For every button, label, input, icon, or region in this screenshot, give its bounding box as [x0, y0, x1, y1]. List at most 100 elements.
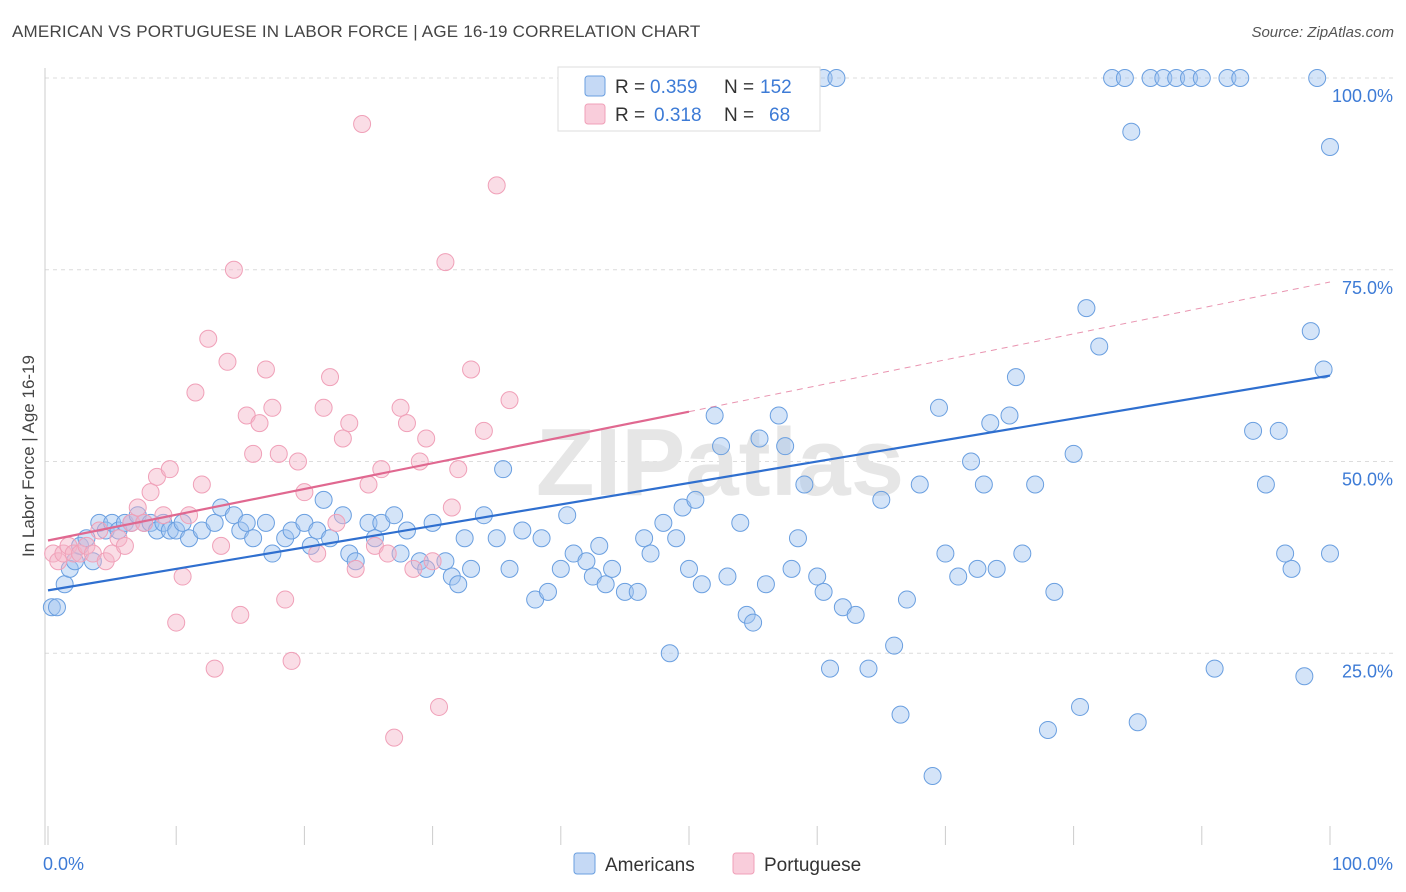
- data-point-portuguese: [173, 567, 192, 586]
- data-point-americans: [1122, 122, 1141, 141]
- data-point-americans: [551, 559, 570, 578]
- x-tick-label-max: 100.0%: [1332, 854, 1393, 874]
- legend-n-label-americans: N =: [724, 77, 754, 98]
- data-point-americans: [1179, 69, 1198, 87]
- data-point-portuguese: [391, 398, 410, 417]
- data-point-americans: [936, 544, 955, 563]
- data-point-americans: [1090, 337, 1109, 356]
- data-point-americans: [500, 559, 519, 578]
- data-point-americans: [885, 636, 904, 655]
- data-point-americans: [244, 529, 263, 548]
- chart-title: AMERICAN VS PORTUGUESE IN LABOR FORCE | …: [12, 22, 701, 41]
- data-point-portuguese: [378, 544, 397, 563]
- data-point-portuguese: [346, 559, 365, 578]
- data-point-americans: [359, 513, 378, 532]
- data-point-portuguese: [474, 421, 493, 440]
- data-point-portuguese: [449, 460, 468, 479]
- data-point-americans: [1154, 69, 1173, 87]
- data-point-americans: [680, 559, 698, 578]
- trend-line-americans: [47, 374, 1331, 592]
- data-point-portuguese: [250, 414, 269, 433]
- stats-legend: R = 0.359 N = 152 R = 0.318 N = 68: [557, 66, 821, 132]
- y-tick-label: 50.0%: [1342, 470, 1393, 490]
- data-point-americans: [968, 559, 987, 578]
- data-point-americans: [1141, 69, 1160, 87]
- data-point-portuguese: [385, 728, 404, 747]
- data-point-americans: [205, 513, 224, 532]
- data-point-americans: [462, 559, 481, 578]
- data-point-americans: [1045, 582, 1064, 601]
- data-point-americans: [712, 437, 731, 456]
- data-point-americans: [1282, 559, 1301, 578]
- data-point-portuguese: [115, 536, 134, 555]
- data-point-americans: [47, 598, 66, 617]
- data-point-americans: [1013, 544, 1032, 563]
- bottom-legend-label-portuguese: Portuguese: [764, 855, 861, 876]
- data-point-portuguese: [417, 429, 436, 448]
- data-point-americans: [827, 69, 846, 87]
- data-point-americans: [1295, 667, 1314, 686]
- legend-n-label-portuguese: N =: [724, 105, 754, 126]
- data-point-americans: [744, 613, 763, 632]
- data-point-americans: [1256, 475, 1275, 494]
- data-point-americans: [1192, 69, 1211, 87]
- data-point-americans: [1244, 421, 1263, 440]
- legend-r-value-portuguese: 0.318: [654, 105, 702, 126]
- data-point-portuguese: [186, 383, 205, 402]
- data-point-portuguese: [212, 536, 231, 555]
- source-label: Source: ZipAtlas.com: [1251, 24, 1394, 41]
- data-point-americans: [1314, 360, 1333, 379]
- data-point-americans: [635, 529, 654, 548]
- data-point-americans: [910, 475, 929, 494]
- data-point-americans: [1269, 421, 1288, 440]
- data-point-americans: [558, 506, 577, 525]
- data-point-americans: [1321, 544, 1339, 563]
- data-point-americans: [923, 766, 942, 785]
- data-point-portuguese: [128, 498, 147, 517]
- data-point-americans: [981, 414, 1000, 433]
- data-point-portuguese: [430, 697, 449, 716]
- y-tick-label: 100.0%: [1332, 86, 1393, 106]
- data-point-portuguese: [96, 552, 115, 571]
- data-point-americans: [449, 575, 468, 594]
- data-point-portuguese: [404, 559, 423, 578]
- data-point-portuguese: [442, 498, 461, 517]
- data-point-portuguese: [295, 483, 314, 502]
- data-point-portuguese: [263, 398, 282, 417]
- y-tick-label: 75.0%: [1342, 278, 1393, 298]
- data-point-americans: [769, 406, 788, 425]
- data-point-portuguese: [180, 506, 199, 525]
- data-point-americans: [1026, 475, 1045, 494]
- legend-n-value-americans: 152: [760, 77, 792, 98]
- data-point-portuguese: [256, 360, 275, 379]
- data-point-americans: [1115, 69, 1134, 87]
- data-point-americans: [667, 529, 686, 548]
- data-point-portuguese: [269, 444, 288, 463]
- data-point-portuguese: [314, 398, 333, 417]
- data-point-americans: [1308, 69, 1327, 87]
- data-point-americans: [929, 398, 948, 417]
- grid-lines: [45, 77, 1393, 654]
- data-point-americans: [641, 544, 660, 563]
- y-tick-labels: 25.0% 50.0% 75.0% 100.0%: [1332, 86, 1393, 681]
- legend-r-value-americans: 0.359: [650, 77, 698, 98]
- data-point-americans: [391, 544, 410, 563]
- data-point-americans: [692, 575, 711, 594]
- data-point-americans: [436, 552, 455, 571]
- data-point-americans: [90, 513, 109, 532]
- data-point-americans: [750, 429, 769, 448]
- data-point-americans: [423, 513, 442, 532]
- data-point-portuguese: [141, 483, 160, 502]
- data-point-americans: [276, 529, 295, 548]
- data-point-americans: [897, 590, 916, 609]
- data-point-americans: [455, 529, 474, 548]
- data-point-portuguese: [276, 590, 295, 609]
- data-point-portuguese: [160, 460, 179, 479]
- data-point-americans: [737, 605, 756, 624]
- data-point-americans: [788, 529, 807, 548]
- data-point-portuguese: [397, 414, 416, 433]
- data-point-portuguese: [321, 368, 340, 387]
- data-point-americans: [256, 513, 275, 532]
- data-point-americans: [474, 506, 493, 525]
